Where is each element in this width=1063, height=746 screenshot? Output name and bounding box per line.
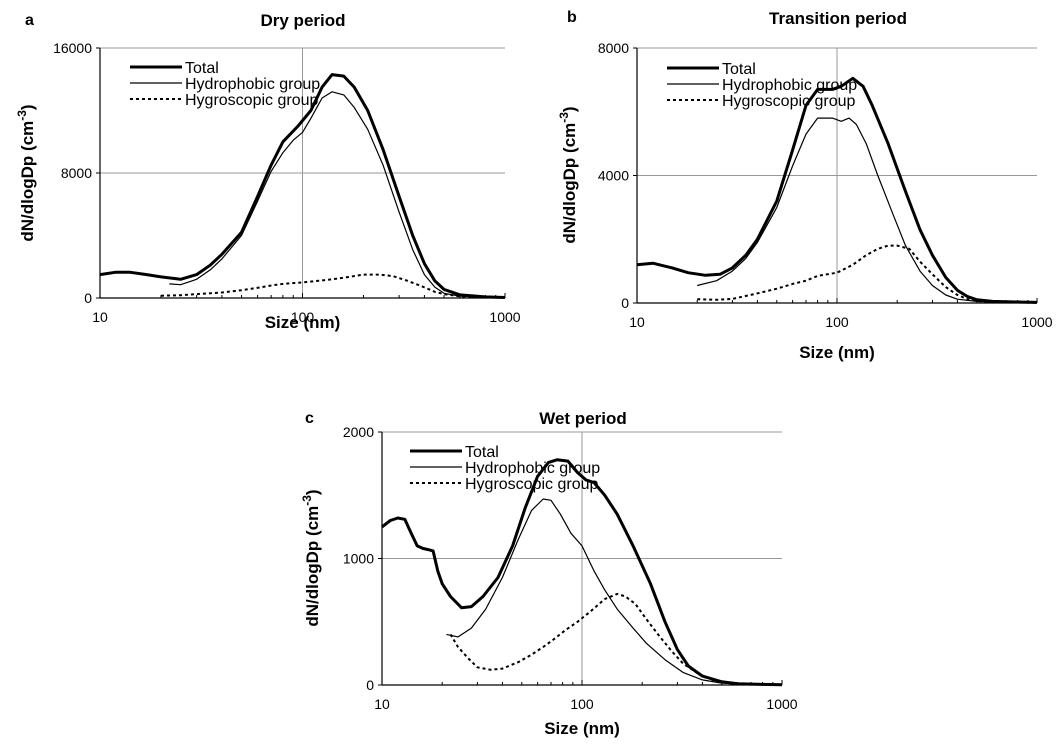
y-axis-label: dN/dlogDp (cm-3): [557, 106, 579, 243]
series-line-dotted: [449, 592, 783, 686]
panel-label: b: [567, 9, 577, 26]
y-tick-label: 4000: [598, 168, 629, 184]
y-tick-label: 2000: [343, 424, 374, 440]
x-tick-label: 10: [374, 696, 390, 712]
series-line-thick: [381, 458, 783, 687]
y-tick-label: 8000: [598, 40, 629, 56]
legend-label: Hygroscopic group: [465, 476, 599, 493]
x-tick-label: 10: [629, 314, 645, 330]
legend-label: Hydrophobic group: [465, 460, 600, 477]
legend-label: Hydrophobic group: [722, 77, 857, 94]
y-tick-label: 0: [366, 677, 374, 693]
y-tick-label: 8000: [61, 165, 92, 181]
y-tick-label: 1000: [343, 551, 374, 567]
x-tick-label: 1000: [766, 696, 797, 712]
y-tick-label: 16000: [53, 40, 92, 56]
x-tick-label: 100: [291, 309, 315, 325]
series-line-thin: [446, 498, 783, 686]
legend-label: Total: [722, 61, 756, 78]
x-tick-label: 10: [92, 309, 108, 325]
legend-label: Total: [185, 60, 219, 77]
series-line-thin: [169, 91, 506, 299]
legend-label: Total: [465, 444, 499, 461]
panel-label: c: [305, 410, 314, 427]
x-axis-label: Size (nm): [799, 343, 875, 362]
panel-label: a: [25, 12, 34, 29]
y-tick-label: 0: [84, 290, 92, 306]
series-line-dotted: [160, 273, 506, 299]
x-axis-label: Size (nm): [544, 719, 620, 738]
series-line-thin: [697, 117, 1038, 304]
x-tick-label: 100: [570, 696, 594, 712]
x-axis-label: Size (nm): [265, 313, 341, 332]
series-line-dotted: [697, 244, 1038, 304]
chart-title: Dry period: [260, 11, 345, 30]
x-tick-label: 1000: [489, 309, 520, 325]
y-tick-label: 0: [621, 295, 629, 311]
series-line-thick: [99, 73, 506, 299]
chart-title: Transition period: [769, 9, 907, 28]
chart-title: Wet period: [539, 409, 627, 428]
y-axis-label: dN/dlogDp (cm-3): [15, 104, 37, 241]
legend-label: Hydrophobic group: [185, 76, 320, 93]
legend-label: Hygroscopic group: [185, 92, 319, 109]
y-axis-label: dN/dlogDp (cm-3): [300, 489, 322, 626]
x-tick-label: 1000: [1021, 314, 1052, 330]
x-tick-label: 100: [825, 314, 849, 330]
legend-label: Hygroscopic group: [722, 93, 856, 110]
series-line-thick: [636, 76, 1038, 304]
